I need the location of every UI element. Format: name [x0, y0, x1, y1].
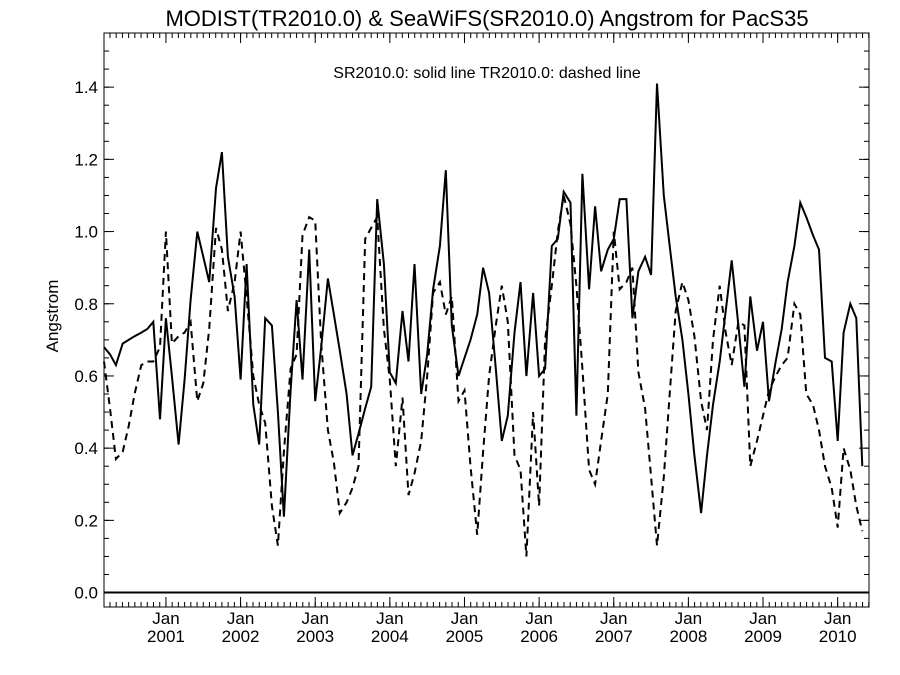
x-tick-label-year: 2009	[744, 627, 782, 646]
y-axis-label: Angstrom	[43, 280, 62, 353]
x-tick-label-month: Jan	[376, 609, 403, 628]
x-tick-label-month: Jan	[302, 609, 329, 628]
y-tick-label: 1.0	[74, 223, 98, 242]
x-tick-label-month: Jan	[451, 609, 478, 628]
x-tick-label-month: Jan	[227, 609, 254, 628]
x-tick-label-month: Jan	[824, 609, 851, 628]
x-tick-label-year: 2001	[147, 627, 185, 646]
series-line-tr2010-0	[103, 195, 864, 557]
y-tick-label: 0.0	[74, 584, 98, 603]
x-tick-label-year: 2003	[296, 627, 334, 646]
x-tick-label-year: 2007	[595, 627, 633, 646]
x-tick-label-year: 2006	[520, 627, 558, 646]
series-line-sr2010-0	[103, 83, 864, 517]
x-tick-label-month: Jan	[525, 609, 552, 628]
plot-area: 0.00.20.40.60.81.01.21.4Jan2001Jan2002Ja…	[74, 32, 870, 646]
y-tick-label: 1.4	[74, 78, 98, 97]
x-tick-label-month: Jan	[675, 609, 702, 628]
x-tick-label-year: 2005	[446, 627, 484, 646]
y-tick-label: 0.4	[74, 439, 98, 458]
x-tick-label-year: 2010	[819, 627, 857, 646]
y-tick-label: 1.2	[74, 150, 98, 169]
x-tick-label-year: 2002	[222, 627, 260, 646]
y-tick-label: 0.8	[74, 295, 98, 314]
plot-frame	[103, 32, 870, 608]
y-tick-label: 0.2	[74, 511, 98, 530]
x-tick-label-month: Jan	[600, 609, 627, 628]
x-tick-label-year: 2008	[669, 627, 707, 646]
y-tick-label: 0.6	[74, 367, 98, 386]
x-tick-label-month: Jan	[152, 609, 179, 628]
legend-annotation: SR2010.0: solid line TR2010.0: dashed li…	[333, 65, 641, 82]
x-tick-label-month: Jan	[749, 609, 776, 628]
x-tick-label-year: 2004	[371, 627, 409, 646]
chart-title: MODIST(TR2010.0) & SeaWiFS(SR2010.0) Ang…	[165, 6, 808, 31]
